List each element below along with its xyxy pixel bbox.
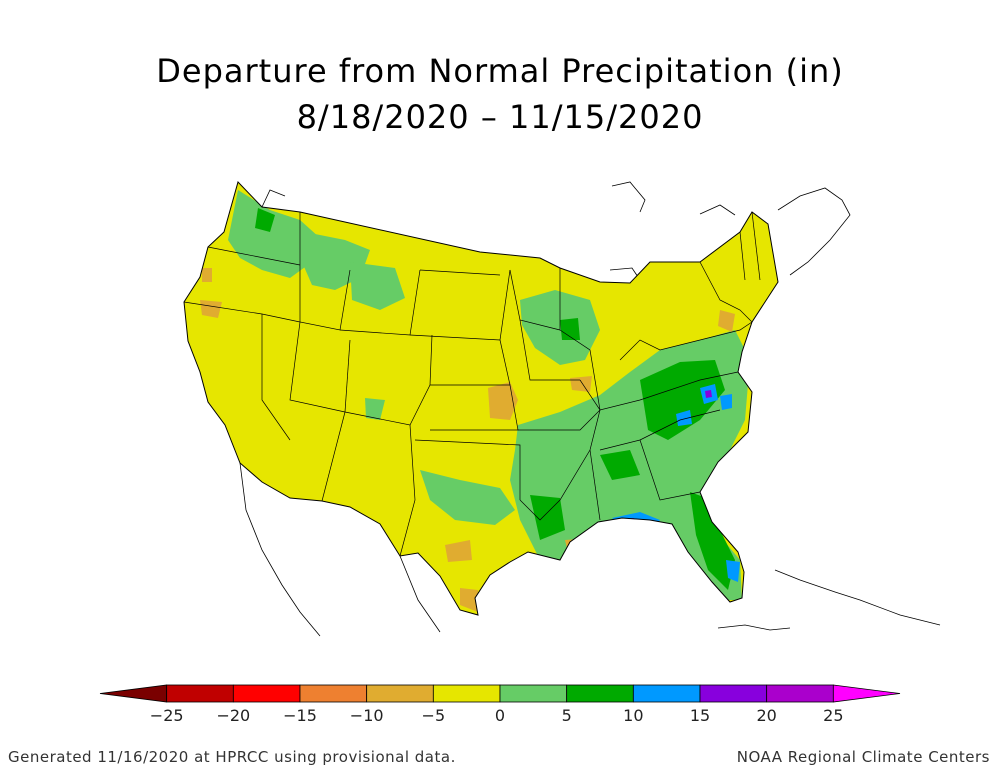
precip-field bbox=[184, 182, 778, 615]
legend-bin bbox=[99, 684, 168, 703]
legend-color-bar bbox=[99, 684, 901, 703]
legend-tick-label: −15 bbox=[283, 706, 317, 725]
source-credit: NOAA Regional Climate Centers bbox=[736, 748, 990, 766]
legend-tick-label: −25 bbox=[150, 706, 184, 725]
legend-tick-label: 20 bbox=[756, 706, 776, 725]
legend-bin bbox=[166, 684, 234, 703]
legend-tick-label: −10 bbox=[350, 706, 384, 725]
legend-tick-label: 25 bbox=[823, 706, 843, 725]
legend-bin bbox=[432, 684, 501, 703]
legend-bin bbox=[299, 684, 368, 703]
generated-note: Generated 11/16/2020 at HPRCC using prov… bbox=[8, 748, 456, 766]
legend-tick-label: 5 bbox=[562, 706, 572, 725]
legend-tick-label: 10 bbox=[623, 706, 643, 725]
legend-bin bbox=[566, 684, 634, 703]
legend-bin bbox=[366, 684, 434, 703]
legend-bin bbox=[832, 684, 901, 703]
legend-tick-label: −20 bbox=[216, 706, 250, 725]
legend-bin bbox=[499, 684, 568, 703]
legend-tick-labels: −25 −20 −15 −10 −5 0 5 10 15 20 25 bbox=[150, 706, 844, 725]
state-boundaries bbox=[183, 181, 779, 616]
legend-bin bbox=[232, 684, 301, 703]
legend-bin bbox=[632, 684, 701, 703]
legend-bin bbox=[766, 684, 834, 703]
legend-tick-label: −5 bbox=[422, 706, 446, 725]
legend-tick-label: 0 bbox=[495, 706, 505, 725]
map-date-range: 8/18/2020 – 11/15/2020 bbox=[296, 98, 704, 136]
legend-bin bbox=[699, 684, 768, 703]
legend-tick-label: 15 bbox=[690, 706, 710, 725]
map-title: Departure from Normal Precipitation (in) bbox=[156, 52, 844, 90]
